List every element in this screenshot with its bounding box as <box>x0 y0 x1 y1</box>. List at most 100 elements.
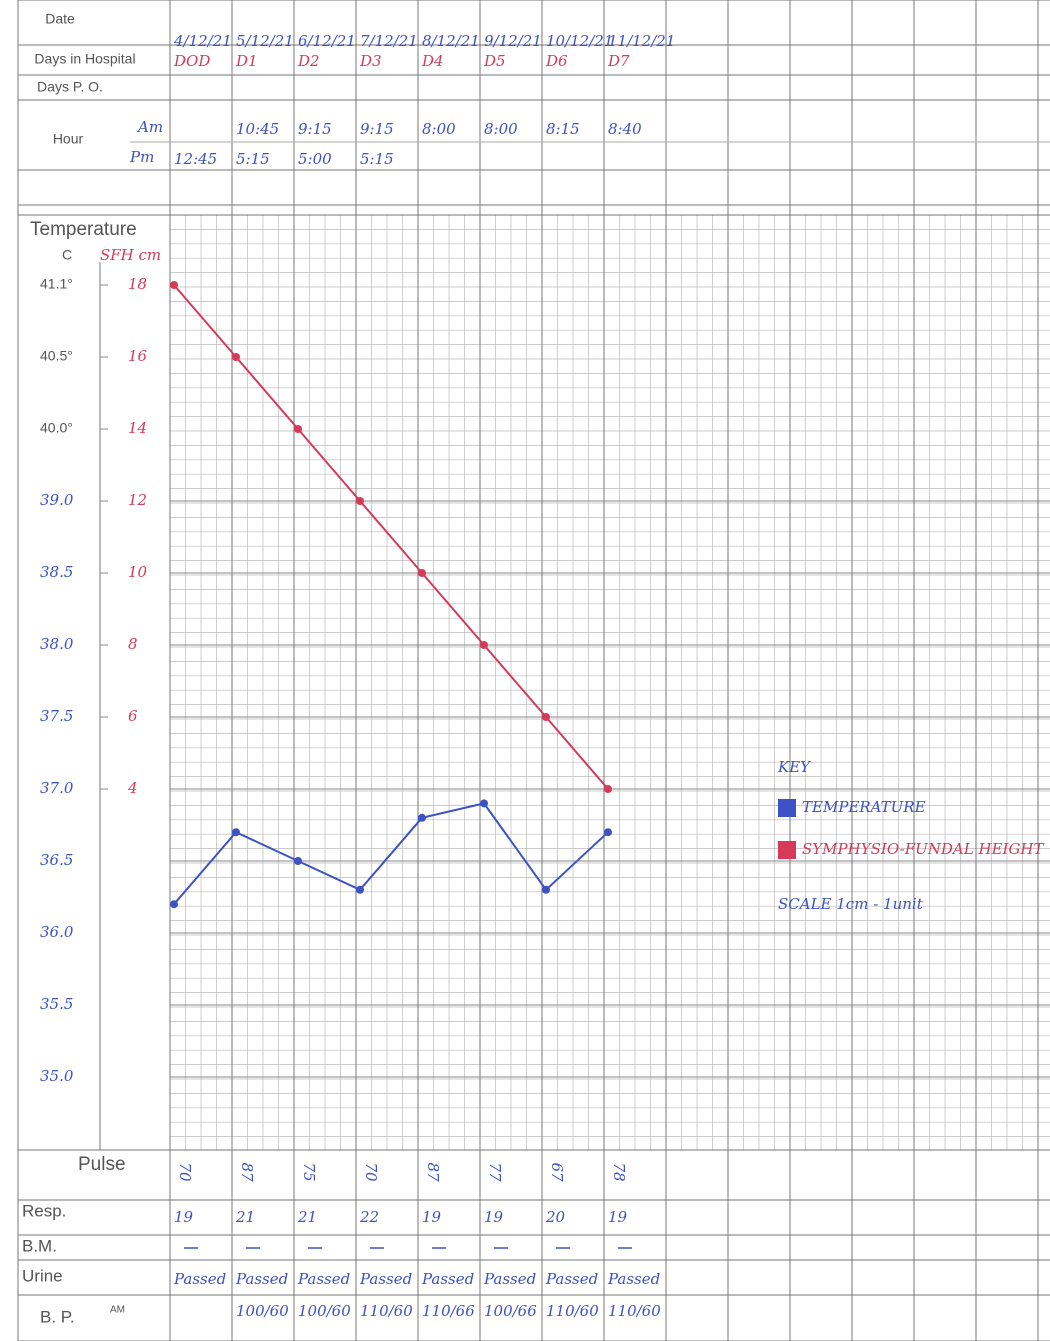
legend-title: KEY <box>777 758 812 776</box>
point <box>542 713 550 721</box>
y2-tick-label: 12 <box>128 491 147 509</box>
cell: 22 <box>359 1208 379 1226</box>
label: Am <box>136 118 163 136</box>
y2-tick-label: 6 <box>128 707 138 725</box>
y-tick-label: 40.5° <box>40 348 73 364</box>
y2-tick-label: 16 <box>128 347 148 365</box>
cell: Passed <box>421 1270 474 1288</box>
y-tick-label: 37.5 <box>40 707 73 725</box>
legend-swatch <box>778 841 796 859</box>
label: Pulse <box>78 1154 126 1175</box>
cell: Passed <box>483 1270 536 1288</box>
y-tick-label: 39.0 <box>40 491 74 509</box>
cell: 8/12/21 <box>422 32 480 50</box>
label: Urine <box>22 1266 63 1285</box>
cell: 5:15 <box>236 150 270 168</box>
label: Days in Hospital <box>34 51 135 67</box>
cell: 100/60 <box>298 1302 351 1320</box>
y2-tick-label: 8 <box>128 635 138 653</box>
point <box>356 886 364 894</box>
cell: D4 <box>421 52 444 70</box>
cell: 12:45 <box>174 150 217 168</box>
cell: 8:00 <box>484 120 518 138</box>
point <box>232 353 240 361</box>
legend-swatch <box>778 799 796 817</box>
y-unit: C <box>62 247 72 263</box>
point <box>604 785 612 793</box>
legend-label: SYMPHYSIO-FUNDAL HEIGHT <box>802 840 1045 858</box>
point <box>232 828 240 836</box>
cell: DOD <box>173 52 210 70</box>
cell: 21 <box>297 1208 317 1226</box>
cell: Passed <box>545 1270 598 1288</box>
label: Hour <box>53 131 84 147</box>
point <box>604 828 612 836</box>
cell: 110/66 <box>422 1302 475 1320</box>
pulse: 75 <box>300 1162 318 1181</box>
label: B. P. <box>40 1307 75 1326</box>
cell: 19 <box>422 1208 442 1226</box>
cell: 19 <box>174 1208 194 1226</box>
cell: 100/66 <box>484 1302 537 1320</box>
cell: D7 <box>607 52 630 70</box>
point <box>480 799 488 807</box>
cell: 19 <box>608 1208 628 1226</box>
label: AM <box>110 1305 125 1316</box>
cell: 9/12/21 <box>484 32 542 50</box>
pulse: 78 <box>610 1162 628 1181</box>
cell: 10/12/21 <box>546 32 613 50</box>
y-tick-label: 41.1° <box>40 276 73 292</box>
pulse: 67 <box>548 1162 566 1182</box>
cell: 10:45 <box>236 120 279 138</box>
point <box>170 281 178 289</box>
point <box>170 900 178 908</box>
label: B.M. <box>22 1236 57 1255</box>
y-tick-label: 35.0 <box>40 1067 74 1085</box>
cell: Passed <box>173 1270 226 1288</box>
pulse: 70 <box>362 1162 380 1182</box>
cell: 20 <box>545 1208 566 1226</box>
cell: 5/12/21 <box>236 32 294 50</box>
y-tick-label: 37.0 <box>40 779 74 797</box>
point <box>418 569 426 577</box>
y2-title: SFH cm <box>100 246 161 264</box>
cell: D3 <box>359 52 382 70</box>
cell: Passed <box>359 1270 412 1288</box>
point <box>418 814 426 822</box>
point <box>294 857 302 865</box>
cell: 5:00 <box>298 150 332 168</box>
cell: D2 <box>297 52 320 70</box>
cell: 6/12/21 <box>298 32 356 50</box>
y-tick-label: 35.5 <box>40 995 73 1013</box>
label: Pm <box>129 148 154 166</box>
y2-tick-label: 4 <box>127 779 138 797</box>
y2-tick-label: 18 <box>128 275 147 293</box>
cell: 110/60 <box>360 1302 413 1320</box>
cell: D6 <box>545 52 568 70</box>
cell: Passed <box>607 1270 660 1288</box>
cell: 21 <box>235 1208 255 1226</box>
label: Date <box>45 11 75 27</box>
cell: 8:15 <box>546 120 580 138</box>
y-tick-label: 38.5 <box>40 563 73 581</box>
cell: D5 <box>483 52 506 70</box>
cell: 8:40 <box>608 120 642 138</box>
cell: 19 <box>484 1208 504 1226</box>
label: Resp. <box>22 1201 66 1220</box>
y2-tick-label: 14 <box>128 419 147 437</box>
cell: 110/60 <box>608 1302 661 1320</box>
y-tick-label: 40.0° <box>40 420 73 436</box>
cell: D1 <box>235 52 258 70</box>
cell: 5:15 <box>360 150 394 168</box>
label: Days P. O. <box>37 79 103 95</box>
paper <box>0 0 1050 1341</box>
point <box>542 886 550 894</box>
cell: 110/60 <box>546 1302 599 1320</box>
cell: Passed <box>297 1270 350 1288</box>
legend-scale: SCALE 1cm - 1unit <box>778 895 924 913</box>
cell: 9:15 <box>360 120 394 138</box>
y-tick-label: 36.0 <box>40 923 74 941</box>
cell: Passed <box>235 1270 288 1288</box>
observation-chart: Date Days in Hospital Days P. O. Hour Am… <box>0 0 1050 1341</box>
cell: 8:00 <box>422 120 456 138</box>
